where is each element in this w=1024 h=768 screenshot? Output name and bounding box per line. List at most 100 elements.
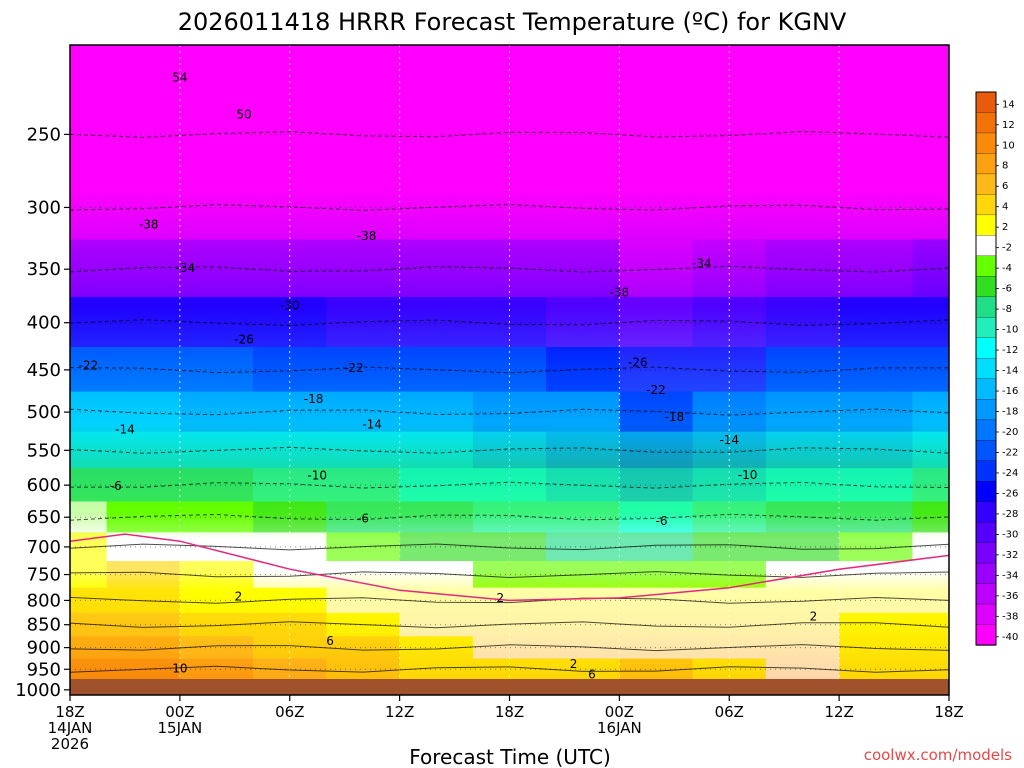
legend-label: -26: [1002, 488, 1018, 499]
isotherm-line: [70, 543, 949, 551]
legend-label: -36: [1002, 591, 1018, 602]
contour-label: -26: [628, 356, 648, 370]
contour-label: 6: [588, 668, 596, 682]
legend-swatch: [975, 399, 997, 421]
ground-surface: [70, 679, 949, 695]
credit-link[interactable]: coolwx.com/models: [864, 746, 1012, 764]
legend-label: 6: [1002, 181, 1008, 192]
x-tick-label: 12Z: [385, 703, 414, 721]
y-tick-label: 700: [27, 537, 61, 558]
legend-label: -2: [1002, 243, 1012, 254]
x-tick-label: 15JAN: [158, 719, 203, 737]
contour-label: -22: [79, 358, 99, 372]
legend-swatch: [975, 276, 997, 298]
legend-frame: [975, 91, 997, 646]
legend-swatch: [975, 112, 997, 134]
contour-label: 2: [497, 591, 505, 605]
contour-label: -14: [719, 433, 739, 447]
legend-label: -6: [1002, 284, 1012, 295]
isotherm-line: [70, 644, 949, 652]
contour-label: -6: [656, 514, 668, 528]
legend-label: -40: [1002, 632, 1018, 643]
legend-swatch: [975, 153, 997, 175]
y-tick-label: 850: [27, 615, 61, 636]
legend-swatch: [975, 358, 997, 380]
legend-swatch: [975, 562, 997, 585]
legend-label: -34: [1002, 570, 1018, 581]
legend-label: -22: [1002, 447, 1018, 458]
y-tick-label: 300: [27, 197, 61, 218]
y-tick-label: 950: [27, 659, 61, 680]
contour-label: -38: [139, 217, 159, 231]
y-tick-label: 900: [27, 638, 61, 659]
y-tick-label: 1000: [15, 680, 61, 701]
legend-swatch: [975, 296, 997, 318]
y-tick-label: 400: [27, 313, 61, 334]
y-axis: 2503003504004505005506006507007508008509…: [15, 124, 70, 701]
contour-label: 2: [235, 589, 243, 603]
chart-title: 2026011418 HRRR Forecast Temperature (ºC…: [178, 8, 847, 36]
legend-label: -12: [1002, 345, 1018, 356]
legend-swatch: [975, 440, 997, 462]
x-tick-label: 00Z: [605, 703, 634, 721]
contour-label: -6: [357, 511, 369, 525]
x-tick-label: 18Z: [934, 703, 963, 721]
legend-label: 12: [1002, 120, 1015, 131]
legend-swatch: [975, 214, 997, 237]
legend-label: -38: [1002, 611, 1018, 622]
legend-swatch: [975, 255, 997, 277]
color-legend: 14 12 10 8 6 4 2 -2 -4 -6 -8 -10 -12 -14 -16 -18 -20 -22 -…: [975, 91, 1018, 646]
x-tick-label: 16JAN: [597, 719, 642, 737]
legend-label: -10: [1002, 325, 1018, 336]
contour-label: -38: [357, 229, 377, 243]
contour-label: -10: [738, 468, 758, 482]
legend-label: -4: [1002, 263, 1012, 274]
legend-label: 4: [1002, 202, 1008, 213]
legend-swatch: [975, 624, 997, 646]
contour-label: -22: [646, 383, 666, 397]
legend-swatch: [975, 173, 997, 196]
x-tick-label: 14JAN: [48, 719, 93, 737]
contour-label: -34: [692, 256, 712, 270]
x-tick-label: 06Z: [275, 703, 304, 721]
legend-swatch: [975, 194, 997, 216]
temperature-fill: [70, 45, 949, 695]
legend-label: -14: [1002, 366, 1018, 377]
contour-label: -18: [665, 410, 685, 424]
contour-label: -22: [344, 361, 364, 375]
y-tick-label: 800: [27, 590, 61, 611]
contour-label: 54: [172, 71, 187, 85]
isotherm-line: [70, 621, 949, 629]
legend-label: -28: [1002, 509, 1018, 520]
contour-label: -6: [110, 479, 122, 493]
legend-label: 14: [1002, 99, 1015, 110]
legend-swatch: [975, 501, 997, 523]
legend-label: 10: [1002, 140, 1015, 151]
isotherm-line: [70, 596, 949, 604]
x-tick-label: 18Z: [495, 703, 524, 721]
y-tick-label: 500: [27, 402, 61, 423]
legend-label: -24: [1002, 468, 1018, 479]
legend-label: -18: [1002, 407, 1018, 418]
legend-swatch: [975, 583, 997, 605]
legend-swatch: [975, 378, 997, 400]
freezing-line: [70, 533, 949, 602]
x-tick-label: 00Z: [165, 703, 194, 721]
isotherm-line: [70, 571, 949, 579]
contour-label: -38: [610, 286, 630, 300]
y-tick-label: 750: [27, 565, 61, 586]
x-tick-label: 18Z: [55, 703, 84, 721]
x-tick-label: 06Z: [715, 703, 744, 721]
contour-label: -26: [234, 332, 254, 346]
contour-labels: 54 50 -38 -38 -34 -34 -38 -30 -26 -26 -22 -22 -22 -18…: [79, 71, 818, 682]
legend-label: -32: [1002, 550, 1018, 561]
legend-swatch: [975, 480, 997, 503]
y-tick-label: 350: [27, 259, 61, 280]
contour-label: 2: [570, 657, 578, 671]
y-tick-label: 450: [27, 360, 61, 381]
contour-label: -14: [362, 418, 382, 432]
legend-label: -16: [1002, 386, 1018, 397]
plot-area: [69, 44, 950, 696]
